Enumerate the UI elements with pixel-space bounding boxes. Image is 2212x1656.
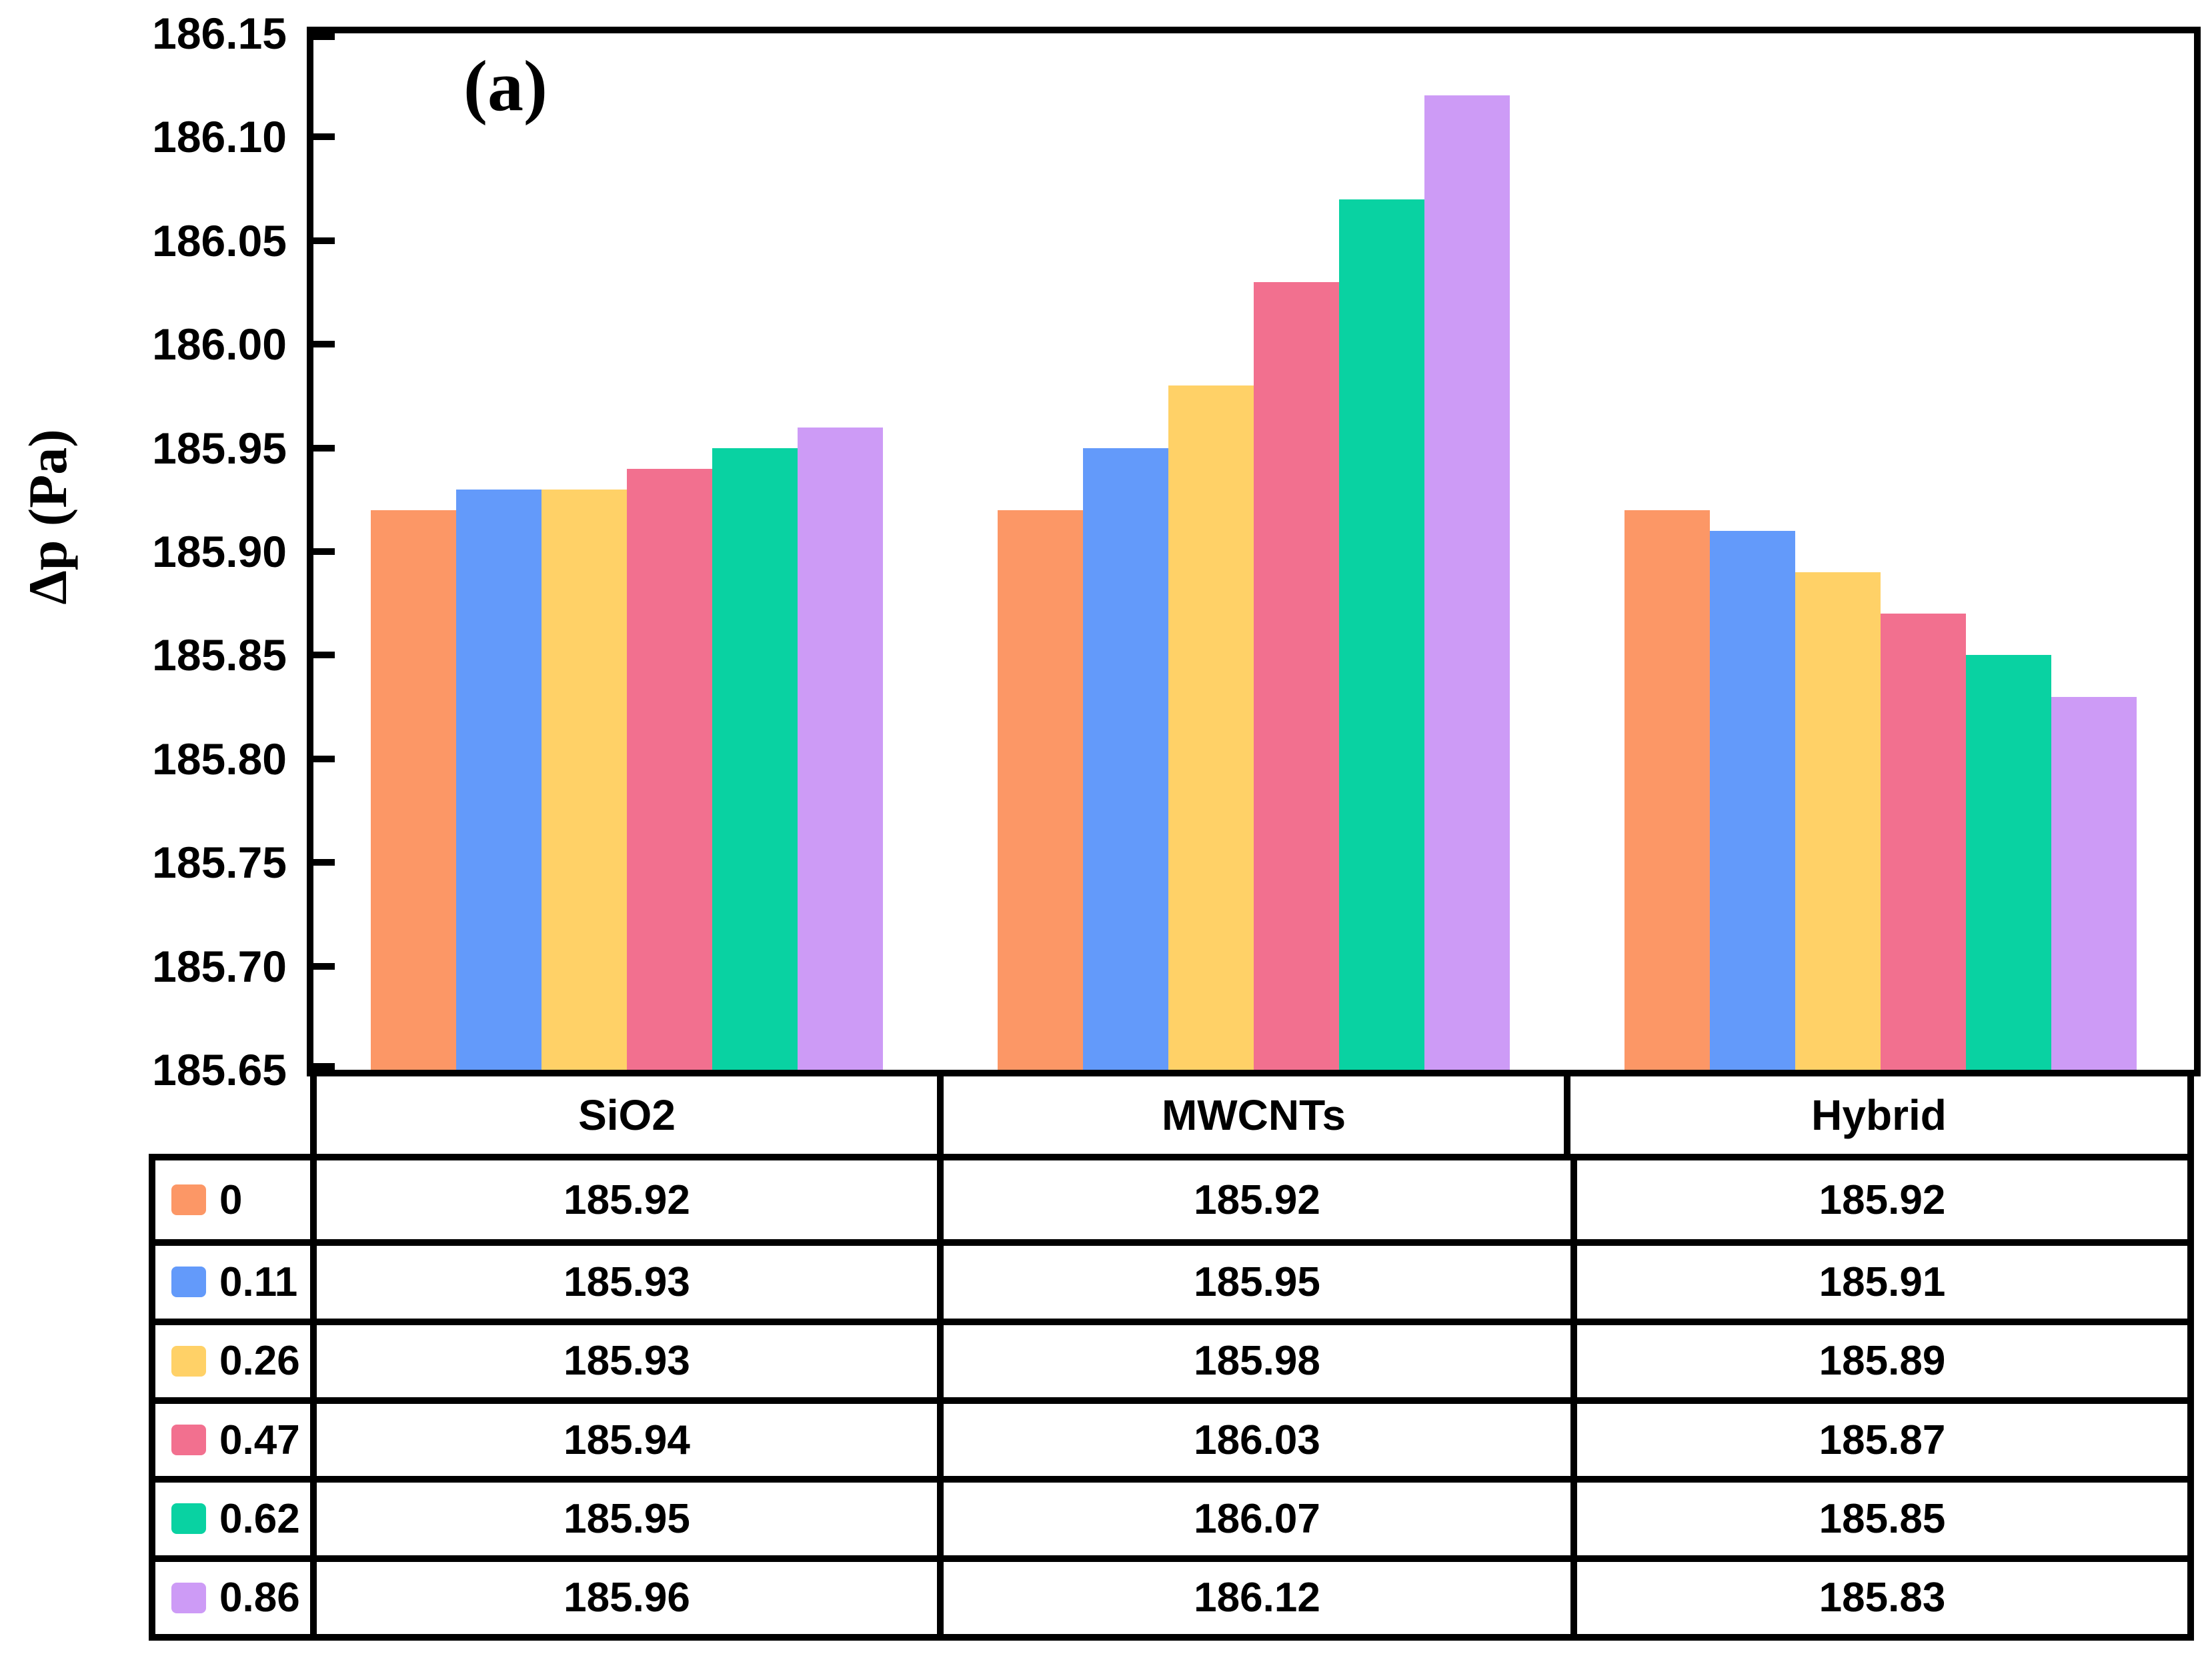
y-axis-tick-mark — [313, 652, 335, 659]
plot-area: (a) — [307, 27, 2201, 1076]
bar-SiO2-0.47 — [627, 468, 712, 1070]
bars-layer — [313, 33, 2194, 1070]
table-value-MWCNTs-0: 185.92 — [937, 1160, 1570, 1240]
bar-MWCNTs-0 — [998, 510, 1083, 1070]
table-value-SiO2-0.47: 185.94 — [310, 1397, 937, 1477]
y-axis-tick-label: 186.15 — [152, 9, 287, 58]
legend-swatch-0 — [171, 1184, 206, 1216]
bar-MWCNTs-0.26 — [1168, 385, 1254, 1070]
legend-label: 0.11 — [219, 1259, 298, 1305]
y-axis-tick-label: 185.80 — [152, 734, 287, 784]
y-axis-tick-label: 186.05 — [152, 215, 287, 265]
y-axis-tick-label: 185.75 — [152, 838, 287, 888]
table-value-SiO2-0.11: 185.93 — [310, 1239, 937, 1319]
y-axis-tick-label: 186.00 — [152, 319, 287, 369]
table-value-SiO2-0.62: 185.95 — [310, 1476, 937, 1555]
bar-Hybrid-0.62 — [1966, 655, 2051, 1070]
legend-cell-0.26: 0.26 — [155, 1318, 310, 1397]
table-value-SiO2-0.26: 185.93 — [310, 1318, 937, 1397]
legend-label: 0.26 — [219, 1338, 300, 1385]
bar-Hybrid-0.26 — [1795, 572, 1881, 1070]
table-value-Hybrid-0.11: 185.91 — [1570, 1239, 2187, 1319]
legend-swatch-0.86 — [171, 1582, 206, 1613]
bar-Hybrid-0.11 — [1710, 530, 1795, 1070]
y-axis-tick-label: 185.95 — [152, 423, 287, 473]
table-value-Hybrid-0.86: 185.83 — [1570, 1555, 2187, 1634]
panel-label: (a) — [463, 47, 547, 126]
bar-Hybrid-0.47 — [1881, 614, 1966, 1070]
table-value-MWCNTs-0.26: 185.98 — [937, 1318, 1570, 1397]
legend-cell-0.47: 0.47 — [155, 1397, 310, 1476]
bar-MWCNTs-0.47 — [1254, 281, 1339, 1070]
bar-SiO2-0.86 — [798, 427, 883, 1070]
bar-MWCNTs-0.62 — [1339, 199, 1424, 1070]
y-axis-tick-mark — [313, 237, 335, 244]
bar-Hybrid-0.86 — [2051, 696, 2137, 1070]
y-axis-tick-label: 185.90 — [152, 527, 287, 576]
table-value-SiO2-0.86: 185.96 — [310, 1555, 937, 1634]
legend-cell-0.11: 0.11 — [155, 1239, 310, 1318]
table-value-MWCNTs-0.47: 186.03 — [937, 1397, 1570, 1477]
table-value-Hybrid-0: 185.92 — [1570, 1160, 2187, 1240]
table-header-SiO2: SiO2 — [578, 1091, 676, 1139]
y-axis-tick-labels: 186.15 186.10 186.05 186.00 185.95 185.90 185.… — [60, 9, 287, 1094]
y-axis-tick-label: 185.65 — [152, 1045, 287, 1094]
table-value-SiO2-0: 185.92 — [310, 1160, 937, 1240]
legend-swatch-0.47 — [171, 1425, 206, 1456]
legend-label: 0 — [219, 1176, 243, 1223]
y-axis-tick-mark — [313, 444, 335, 452]
legend-label: 0.47 — [219, 1417, 300, 1463]
y-axis-tick-label: 185.85 — [152, 630, 287, 680]
y-axis-tick-mark — [313, 133, 335, 141]
bar-Hybrid-0 — [1624, 510, 1710, 1070]
legend-swatch-0.26 — [171, 1345, 206, 1377]
bar-SiO2-0.11 — [456, 489, 541, 1070]
legend-cell-0.86: 0.86 — [155, 1555, 310, 1634]
legend-cell-0.62: 0.62 — [155, 1476, 310, 1555]
legend-swatch-0.11 — [171, 1267, 206, 1298]
y-axis-tick-mark — [313, 755, 335, 762]
table-header-Hybrid: Hybrid — [1564, 1076, 2187, 1154]
table-value-MWCNTs-0.62: 186.07 — [937, 1476, 1570, 1555]
y-axis-tick-mark — [313, 962, 335, 970]
y-axis-tick-label: 186.10 — [152, 112, 287, 162]
y-axis-tick-mark — [313, 341, 335, 348]
table-value-MWCNTs-0.86: 186.12 — [937, 1555, 1570, 1634]
legend-swatch-0.62 — [171, 1503, 206, 1535]
data-table-body: 0 185.92 185.92 185.92 0.11 185.93 185.95 185.9… — [149, 1154, 2194, 1641]
table-value-Hybrid-0.47: 185.87 — [1570, 1397, 2187, 1477]
table-value-Hybrid-0.26: 185.89 — [1570, 1318, 2187, 1397]
bar-MWCNTs-0.86 — [1424, 95, 1510, 1070]
table-header-MWCNTs: MWCNTs — [937, 1076, 1564, 1154]
y-axis-tick-mark — [313, 1063, 335, 1070]
y-axis-tick-mark — [313, 548, 335, 555]
bar-MWCNTs-0.11 — [1083, 448, 1168, 1070]
legend-cell-0: 0 — [155, 1160, 310, 1239]
data-table-header-row: SiO2 MWCNTs Hybrid — [310, 1070, 2194, 1160]
table-value-Hybrid-0.62: 185.85 — [1570, 1476, 2187, 1555]
y-axis-tick-mark — [313, 859, 335, 866]
y-axis-tick-mark — [313, 33, 335, 40]
bar-SiO2-0.26 — [541, 489, 627, 1070]
legend-label: 0.62 — [219, 1495, 300, 1542]
bar-SiO2-0 — [371, 510, 456, 1070]
table-value-MWCNTs-0.11: 185.95 — [937, 1239, 1570, 1319]
bar-SiO2-0.62 — [712, 448, 798, 1070]
y-axis-tick-label: 185.70 — [152, 941, 287, 991]
legend-label: 0.86 — [219, 1575, 300, 1621]
